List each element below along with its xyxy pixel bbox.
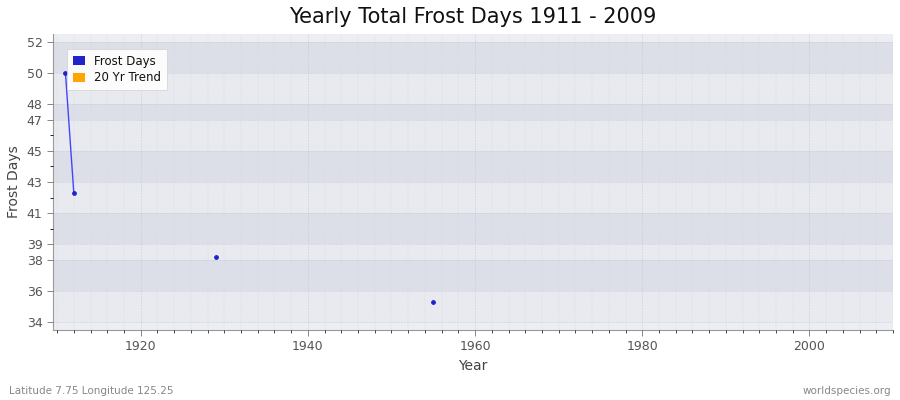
Bar <box>53 73 893 104</box>
Point <box>426 299 440 305</box>
Text: worldspecies.org: worldspecies.org <box>803 386 891 396</box>
Point <box>67 190 81 196</box>
Bar <box>53 244 893 260</box>
Text: Latitude 7.75 Longitude 125.25: Latitude 7.75 Longitude 125.25 <box>9 386 174 396</box>
Bar <box>53 291 893 322</box>
X-axis label: Year: Year <box>458 359 488 373</box>
Bar <box>53 120 893 151</box>
Point <box>209 254 223 260</box>
Bar <box>53 151 893 182</box>
Bar <box>53 104 893 120</box>
Point <box>58 70 73 76</box>
Title: Yearly Total Frost Days 1911 - 2009: Yearly Total Frost Days 1911 - 2009 <box>289 7 657 27</box>
Bar <box>53 42 893 73</box>
Bar <box>53 260 893 291</box>
Legend: Frost Days, 20 Yr Trend: Frost Days, 20 Yr Trend <box>68 49 167 90</box>
Bar <box>53 182 893 213</box>
Bar <box>53 213 893 244</box>
Y-axis label: Frost Days: Frost Days <box>7 146 21 218</box>
